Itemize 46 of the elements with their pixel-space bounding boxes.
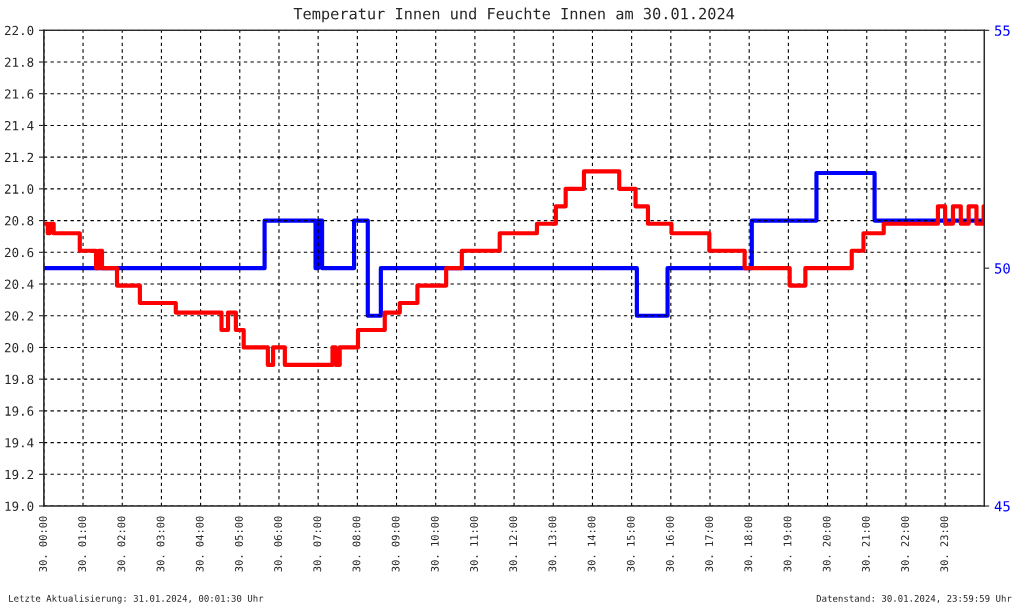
x-tick-label: 30. 05:00 [234, 516, 243, 572]
x-tick-label: 30. 12:00 [509, 516, 518, 572]
y-tick-label: 19.6 [5, 406, 34, 416]
x-tick-label: 30. 21:00 [861, 516, 870, 572]
y2-tick-label: 55 [994, 25, 1010, 36]
x-tick-label: 30. 19:00 [783, 516, 792, 572]
y-tick-label: 21.8 [4, 57, 34, 67]
x-tick-label: 30. 00:00 [39, 516, 47, 572]
y-tick-label: 19.4 [5, 438, 34, 448]
y-tick-label: 21.0 [4, 184, 34, 194]
x-tick-label: 30. 06:00 [274, 516, 283, 572]
text: Letzte Aktualisierung: 31.01.2024, 00:01:30 Uhr [9, 594, 264, 604]
x-tick-label: 30. 23:00 [940, 516, 949, 572]
x-tick-label: 30. 20:00 [822, 516, 831, 572]
x-tick-label: 30. 15:00 [626, 516, 635, 572]
y-tick-label: 20.2 [4, 311, 34, 321]
y-tick-label: 21.4 [4, 120, 34, 131]
x-tick-label: 30. 22:00 [901, 516, 909, 572]
x-tick-label: 30. 10:00 [430, 516, 439, 572]
y-tick-label: 20.6 [4, 247, 34, 258]
x-tick-label: 30. 11:00 [470, 516, 478, 572]
y2-tick-label: 45 [994, 501, 1010, 512]
x-tick-label: 30. 13:00 [548, 516, 557, 572]
text: Datenstand: 30.01.2024, 23:59:59 Uhr [816, 594, 1012, 603]
x-tick-label: 30. 17:00 [705, 516, 714, 572]
x-tick-label: 30. 16:00 [665, 516, 674, 572]
x-tick-label: 30. 02:00 [117, 516, 126, 572]
chart-title: Temperatur Innen und Feuchte Innen am 30.01.2024 [293, 7, 735, 23]
y-tick-label: 19.8 [5, 374, 34, 385]
y2-tick-label: 50 [994, 263, 1010, 274]
y-tick-label: 22.0 [4, 25, 34, 36]
y-tick-label: 19.0 [5, 501, 34, 511]
y-tick-label: 21.6 [4, 89, 34, 99]
x-tick-label: 30. 14:00 [587, 516, 596, 572]
x-tick-label: 30. 04:00 [195, 516, 204, 572]
x-tick-label: 30. 03:00 [156, 516, 165, 572]
y-tick-label: 20.8 [4, 216, 34, 226]
y-tick-label: 20.0 [4, 342, 34, 353]
x-tick-label: 30. 08:00 [352, 516, 361, 572]
y-tick-label: 20.4 [4, 279, 34, 289]
x-tick-label: 30. 01:00 [78, 516, 87, 572]
x-tick-label: 30. 07:00 [313, 516, 322, 572]
y-tick-label: 21.2 [4, 152, 34, 162]
y-tick-label: 19.2 [5, 469, 34, 480]
x-tick-label: 30. 18:00 [744, 516, 753, 572]
x-tick-label: 30. 09:00 [391, 516, 400, 572]
